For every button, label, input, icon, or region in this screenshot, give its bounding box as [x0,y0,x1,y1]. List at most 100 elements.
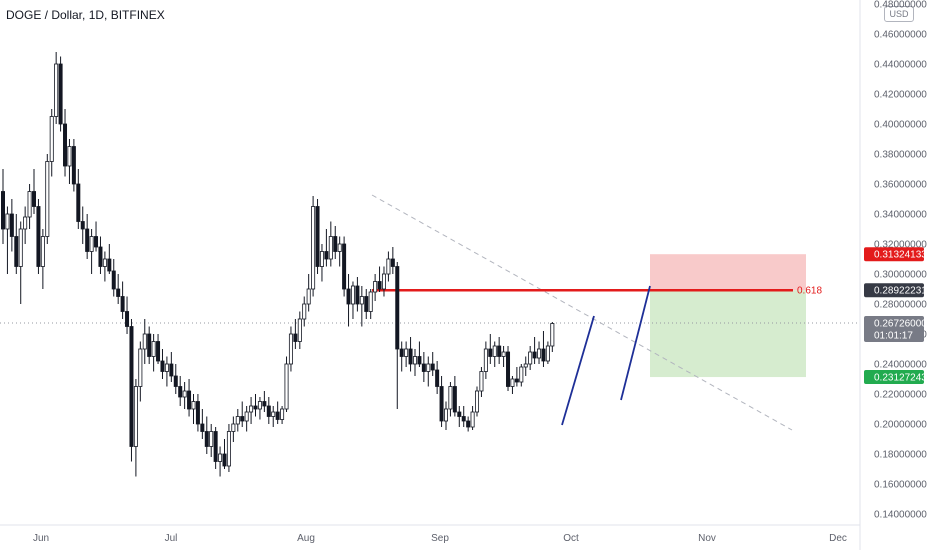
currency-button[interactable]: USD [884,6,914,22]
y-tick-label: 0.24000000 [874,360,927,371]
candle-body [32,191,37,207]
candle-body [284,363,289,410]
y-tick-label: 0.48000000 [874,0,927,11]
candle-body [262,401,267,407]
candle-body [514,378,519,383]
candle [337,236,342,267]
x-tick-label: Jun [33,533,49,544]
candle [58,56,63,132]
x-tick-label: Dec [829,533,847,544]
candle-body [395,266,400,350]
candle-body [421,363,426,372]
candle-body [244,411,249,422]
y-tick-label: 0.38000000 [874,150,927,161]
candle-body [430,363,435,371]
candle-body [63,123,68,167]
candle-body [359,296,364,305]
candle [142,319,147,364]
candle-body [275,411,280,420]
candle-body [107,258,112,272]
candle [125,296,130,334]
candlestick-series [0,52,555,477]
candle [102,251,107,282]
candle-body [226,431,231,467]
candle [5,206,10,274]
candle [111,259,116,297]
candle-body [368,291,373,312]
candle [213,427,218,469]
candle-body [49,116,54,162]
candle-body [80,221,85,230]
candle-body [209,431,214,447]
price-badge-label: 0.31324133 [874,250,927,261]
candle-body [541,348,546,362]
candle-body [350,285,355,305]
candle-body [147,333,152,357]
y-tick-label: 0.46000000 [874,30,927,41]
candle [443,401,448,430]
trendline-leg-2 [620,285,651,401]
drawing-lines: 0.618 [0,194,860,431]
candle-body [173,375,178,387]
candle [63,109,68,177]
y-tick-label: 0.14000000 [874,510,927,521]
candle-body [483,348,488,372]
candle-body [138,348,143,387]
candle [80,206,85,244]
candle [457,406,462,427]
candle [191,394,196,424]
candle [231,416,236,442]
price-badge-label: 0.23127243 [874,373,927,384]
candle-body [249,405,254,413]
price-badge-label: 0.26726000 [874,319,927,330]
price-badge-label: 0.28922231 [874,286,927,297]
candle-body [537,348,542,359]
x-tick-label: Sep [431,533,449,544]
candle [532,337,537,364]
candle-body [94,236,99,248]
candle-body [67,146,72,167]
candle [204,416,209,454]
candle-body [191,401,196,410]
candle [266,397,271,424]
candle-body [71,146,76,185]
candle-body [448,386,453,410]
y-tick-label: 0.42000000 [874,90,927,101]
candle [359,286,364,327]
candle [18,221,23,304]
candle-body [111,270,116,290]
candle [244,406,249,432]
candle [479,367,484,397]
price-badge-bg [864,370,924,385]
candle-body [550,323,555,347]
candle [377,266,382,292]
candle [182,382,187,409]
candle-body [306,288,311,305]
candle-body [435,369,440,387]
candle [67,139,72,184]
candle-body [333,236,338,252]
candle [466,416,471,432]
candle [545,341,550,364]
price-badge-countdown: 01:01:17 [874,331,913,342]
y-tick-label: 0.32000000 [874,240,927,251]
candle [426,356,431,387]
candle-body [506,351,511,387]
candle-body [231,423,236,432]
candle-body [417,356,422,365]
candle-body [142,333,147,350]
candle [160,349,165,379]
candle-body [386,258,391,275]
candle-body [27,191,32,218]
candle-body [76,183,81,222]
candle [120,281,125,319]
candle [390,247,395,274]
price-badge-bg [864,283,924,298]
candle [328,221,333,267]
candle-body [288,333,293,365]
trendline-leg-1 [561,315,595,426]
candle [350,281,355,319]
candle [107,244,112,274]
candle [54,52,59,124]
